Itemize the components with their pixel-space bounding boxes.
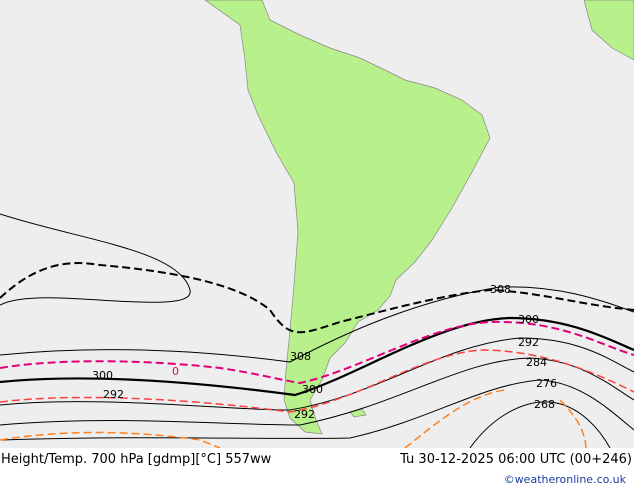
label-276: 276	[536, 377, 557, 390]
label-292-west: 292	[103, 388, 124, 401]
temp-contour-0	[0, 320, 634, 385]
label-292-mid: 292	[294, 408, 315, 421]
height-contour-300-bold	[0, 316, 634, 397]
label-308-east: 308	[490, 283, 511, 296]
valid-time: Tu 30-12-2025 06:00 UTC (00+246)	[400, 452, 632, 467]
label-300-west: 300	[92, 369, 113, 382]
height-contours	[0, 213, 634, 448]
height-contour-308-dashed	[0, 262, 634, 334]
label-temp-0: 0	[172, 365, 179, 378]
temp-contour-neg	[0, 349, 634, 413]
label-292-east: 292	[518, 336, 539, 349]
label-300-east: 300	[518, 313, 539, 326]
map-title: Height/Temp. 700 hPa [gdmp][°C] 557ww	[1, 452, 272, 467]
label-284: 284	[526, 356, 547, 369]
label-300-mid: 300	[302, 383, 323, 396]
label-268: 268	[534, 398, 555, 411]
africa-landmass-corner	[583, 0, 634, 61]
temp-contour-cold	[0, 389, 587, 448]
weather-map: 308 300 292 284 276 268 300 292 308 300 …	[0, 0, 634, 448]
label-308-mid: 308	[290, 350, 311, 363]
credit-link[interactable]: ©weatheronline.co.uk	[503, 473, 626, 486]
